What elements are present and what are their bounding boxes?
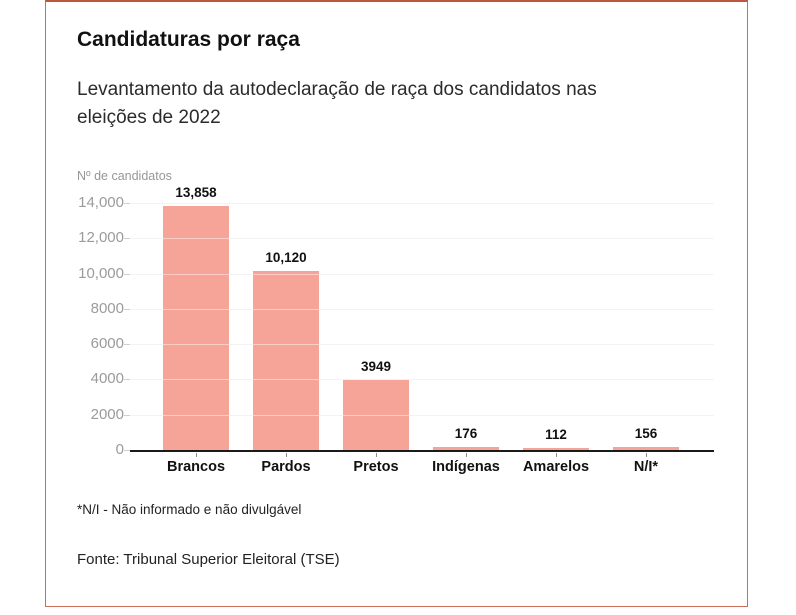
y-tick xyxy=(124,203,130,204)
chart-subtitle: Levantamento da autodeclaração de raça d… xyxy=(77,76,597,132)
bar-value-label: 3949 xyxy=(360,359,392,374)
gridline-overlay xyxy=(130,274,714,275)
gridline-overlay xyxy=(130,203,714,204)
gridline-overlay xyxy=(130,415,714,416)
y-tick-label: 0 xyxy=(115,441,124,458)
x-tick xyxy=(466,453,467,457)
chart-subtitle-line1: Levantamento da autodeclaração de raça d… xyxy=(77,79,597,100)
y-tick-label: 12,000 xyxy=(78,229,124,246)
x-axis-label: Brancos xyxy=(166,459,226,475)
bar xyxy=(343,380,409,450)
y-tick-label: 2000 xyxy=(90,406,124,423)
y-axis-title: Nº de candidatos xyxy=(77,169,172,183)
x-axis-label: Pardos xyxy=(261,459,311,475)
bar xyxy=(523,448,589,450)
y-tick-label: 10,000 xyxy=(78,265,124,282)
x-axis-label: Pretos xyxy=(353,459,399,475)
gridline xyxy=(130,309,714,310)
chart-plot: 0 2000 4000 6000 8000 10,000 12,000 14,000 13,85… xyxy=(46,2,747,606)
y-tick-label: 8000 xyxy=(90,300,124,317)
chart-card: Candidaturas por raça Levantamento da au… xyxy=(45,0,748,607)
y-tick xyxy=(124,450,130,451)
y-tick-label: 4000 xyxy=(90,370,124,387)
y-tick xyxy=(124,238,130,239)
bar-value-label: 156 xyxy=(634,426,658,441)
gridline xyxy=(130,415,714,416)
x-tick xyxy=(376,453,377,457)
x-axis-line xyxy=(130,450,714,452)
y-tick-label: 14,000 xyxy=(78,194,124,211)
y-tick-label: 6000 xyxy=(90,335,124,352)
bar-value-label: 176 xyxy=(454,426,478,441)
chart-footnote: *N/I - Não informado e não divulgável xyxy=(77,502,302,517)
gridline xyxy=(130,238,714,239)
gridline-overlay xyxy=(130,238,714,239)
bar xyxy=(163,206,229,450)
x-tick xyxy=(646,453,647,457)
y-tick xyxy=(124,274,130,275)
x-axis-label: Indígenas xyxy=(432,459,500,475)
x-tick xyxy=(196,453,197,457)
bar-value-label: 10,120 xyxy=(265,250,307,265)
bar xyxy=(433,447,499,450)
y-tick xyxy=(124,344,130,345)
x-axis-label: Amarelos xyxy=(522,459,590,475)
y-tick xyxy=(124,379,130,380)
gridline xyxy=(130,203,714,204)
chart-source: Fonte: Tribunal Superior Eleitoral (TSE) xyxy=(77,551,340,568)
chart-subtitle-line2: eleições de 2022 xyxy=(77,107,221,128)
gridline xyxy=(130,379,714,380)
x-tick xyxy=(556,453,557,457)
y-tick xyxy=(124,415,130,416)
y-tick xyxy=(124,309,130,310)
bar xyxy=(613,447,679,450)
bar xyxy=(253,271,319,450)
bar-value-label: 112 xyxy=(545,427,567,442)
x-axis-label: N/I* xyxy=(633,459,659,475)
gridline-overlay xyxy=(130,344,714,345)
x-tick xyxy=(286,453,287,457)
gridline-overlay xyxy=(130,309,714,310)
gridline-overlay xyxy=(130,379,714,380)
gridline xyxy=(130,344,714,345)
bar-value-label: 13,858 xyxy=(175,185,217,200)
chart-title: Candidaturas por raça xyxy=(77,28,300,51)
gridline xyxy=(130,274,714,275)
